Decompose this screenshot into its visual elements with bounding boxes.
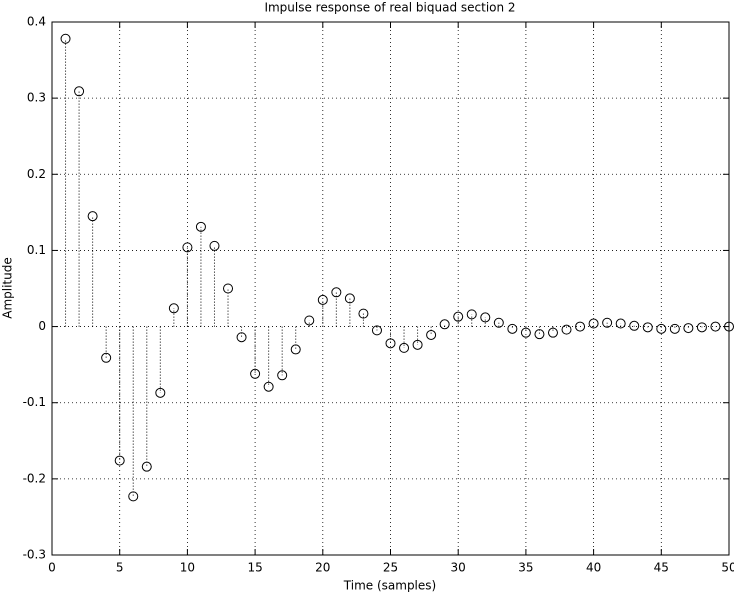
x-tick-label: 15	[247, 561, 262, 575]
plot-frame	[51, 21, 730, 556]
stem-marker	[331, 287, 342, 298]
stem-marker	[290, 344, 301, 355]
stem-marker	[480, 312, 491, 323]
stem-marker	[317, 294, 328, 305]
stem-marker	[236, 332, 247, 343]
stem-marker	[615, 318, 626, 329]
y-tick-label: -0.1	[23, 395, 46, 409]
stem-marker	[412, 339, 423, 350]
x-tick-label: 5	[116, 561, 124, 575]
x-tick-label: 40	[586, 561, 601, 575]
stem-marker	[344, 293, 355, 304]
x-axis-label: Time (samples)	[343, 579, 436, 593]
stem-marker	[439, 319, 450, 330]
stem-marker	[642, 322, 653, 333]
y-tick-label: 0.4	[27, 15, 46, 29]
y-tick-label: -0.3	[23, 548, 46, 562]
chart-title: Impulse response of real biquad section …	[264, 1, 515, 15]
y-tick-label: -0.2	[23, 471, 46, 485]
stem-marker	[399, 342, 410, 353]
stem-marker	[168, 303, 179, 314]
stem-marker	[520, 327, 531, 338]
stem-marker	[466, 309, 477, 320]
stem-marker	[209, 240, 220, 251]
stem-marker	[101, 352, 112, 363]
stem-marker	[114, 455, 125, 466]
stem-marker	[358, 308, 369, 319]
x-tick-label: 30	[451, 561, 466, 575]
stem-marker	[182, 242, 193, 253]
stem-marker	[602, 317, 613, 328]
x-tick-label: 10	[180, 561, 195, 575]
stem-marker	[87, 211, 98, 222]
stem-marker	[561, 324, 572, 335]
y-tick-label: 0.1	[27, 243, 46, 257]
stem-marker	[575, 321, 586, 332]
stem-marker	[155, 387, 166, 398]
stem-marker	[588, 318, 599, 329]
y-tick-label: 0.2	[27, 167, 46, 181]
stem-marker	[534, 329, 545, 340]
stem-marker	[250, 368, 261, 379]
y-axis-label: Amplitude	[1, 257, 15, 319]
stem-marker	[547, 327, 558, 338]
stem-marker	[493, 317, 504, 328]
stem-marker	[683, 323, 694, 334]
x-tick-label: 50	[721, 561, 734, 575]
stem-marker	[710, 321, 721, 332]
stem-marker	[263, 381, 274, 392]
stem-marker	[128, 491, 139, 502]
stem-marker	[60, 33, 71, 44]
stem-marker	[453, 311, 464, 322]
y-tick-label: 0	[38, 319, 46, 333]
x-tick-label: 20	[315, 561, 330, 575]
x-tick-label: 45	[654, 561, 669, 575]
y-tick-label: 0.3	[27, 91, 46, 105]
stem-marker	[277, 370, 288, 381]
x-tick-label: 35	[518, 561, 533, 575]
stem-marker	[195, 221, 206, 232]
stem-marker	[629, 320, 640, 331]
stem-marker	[656, 323, 667, 334]
stem-marker	[223, 283, 234, 294]
stem-marker	[74, 86, 85, 97]
stem-marker	[304, 315, 315, 326]
stem-marker	[696, 322, 707, 333]
x-tick-label: 0	[48, 561, 56, 575]
stem-marker	[426, 329, 437, 340]
stem-marker	[385, 338, 396, 349]
stem-marker	[371, 325, 382, 336]
stem-marker	[141, 461, 152, 472]
stem-marker	[669, 323, 680, 334]
stem-marker	[507, 323, 518, 334]
x-tick-label: 25	[383, 561, 398, 575]
